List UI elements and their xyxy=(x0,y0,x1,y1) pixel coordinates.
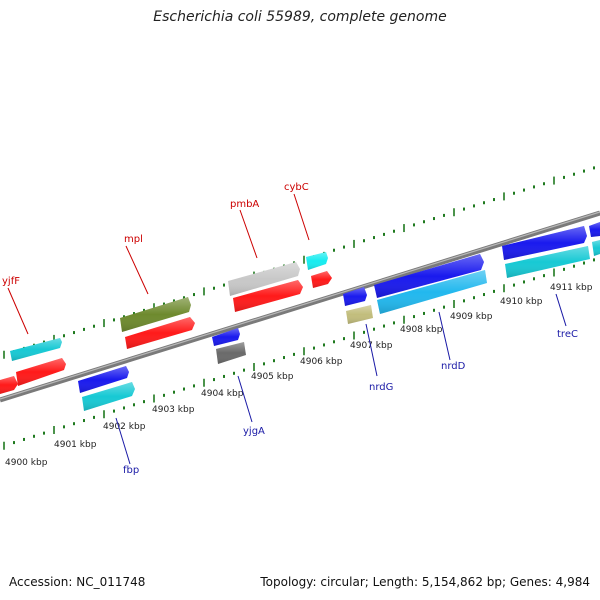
gene-label-yjgA[interactable]: yjgA xyxy=(243,426,265,437)
leader-cybC xyxy=(293,193,310,241)
gene-shading xyxy=(306,252,328,270)
scale-label-4905: 4905 kbp xyxy=(251,372,294,382)
scale-label-4902: 4902 kbp xyxy=(103,422,146,432)
gene-label-nrdG[interactable]: nrdG xyxy=(369,382,393,393)
genome-backbone-highlight xyxy=(0,211,600,400)
gene-label-yjfF[interactable]: yjfF xyxy=(2,276,20,287)
scale-label-4908: 4908 kbp xyxy=(400,325,443,335)
gene-shading xyxy=(592,240,600,256)
gene-label-pmbA[interactable]: pmbA xyxy=(230,199,259,210)
gene-label-nrdD[interactable]: nrdD xyxy=(441,361,466,372)
gene-shading xyxy=(120,297,191,332)
gene-shading xyxy=(228,262,300,296)
gene-shading xyxy=(343,287,367,306)
leader-nrdD xyxy=(438,311,451,361)
leader-nrdG xyxy=(365,323,378,377)
leader-yjgA xyxy=(237,375,253,423)
gene-shading xyxy=(502,226,587,260)
leader-yjfF xyxy=(7,287,29,335)
tick-rows xyxy=(3,166,595,450)
scale-label-4906: 4906 kbp xyxy=(300,357,343,367)
leader-fbp xyxy=(115,417,131,465)
gene-label-mpl[interactable]: mpl xyxy=(124,234,143,245)
scale-label-4907: 4907 kbp xyxy=(350,341,393,351)
leader-mpl xyxy=(125,245,149,295)
genome-backbone xyxy=(0,210,600,403)
gene-label-cybC[interactable]: cybC xyxy=(284,182,309,193)
scale-label-4910: 4910 kbp xyxy=(500,297,543,307)
accession-text: Accession: NC_011748 xyxy=(9,575,146,589)
leader-pmbA xyxy=(239,209,258,259)
gene-shading xyxy=(125,317,195,349)
scale-label-4900: 4900 kbp xyxy=(5,458,48,468)
topology-text: Topology: circular; Length: 5,154,862 bp… xyxy=(260,575,590,589)
scale-label-4903: 4903 kbp xyxy=(152,405,195,415)
leader-treC xyxy=(555,293,567,327)
scale-label-4901: 4901 kbp xyxy=(54,440,97,450)
gene-shading xyxy=(216,342,246,364)
scale-label-4911: 4911 kbp xyxy=(550,283,593,293)
map-title: Escherichia coli 55989, complete genome xyxy=(153,9,447,25)
gene-shading xyxy=(346,305,373,324)
gene-label-treC[interactable]: treC xyxy=(557,329,578,340)
gene-shading xyxy=(10,338,62,361)
scale-label-4904: 4904 kbp xyxy=(201,389,244,399)
gene-shading xyxy=(374,254,484,298)
gene-shading xyxy=(0,376,18,394)
gene-shading xyxy=(505,246,590,278)
gene-label-fbp[interactable]: fbp xyxy=(123,465,139,476)
gene-shading xyxy=(233,280,303,312)
gene-shading xyxy=(16,358,66,386)
scale-label-4909: 4909 kbp xyxy=(450,312,493,322)
gene-shading xyxy=(589,222,600,237)
gene-shading xyxy=(82,382,135,411)
gene-shading xyxy=(377,270,487,314)
gene-shading xyxy=(311,271,332,288)
gene-shading xyxy=(212,328,240,346)
gene-shading xyxy=(78,366,129,393)
